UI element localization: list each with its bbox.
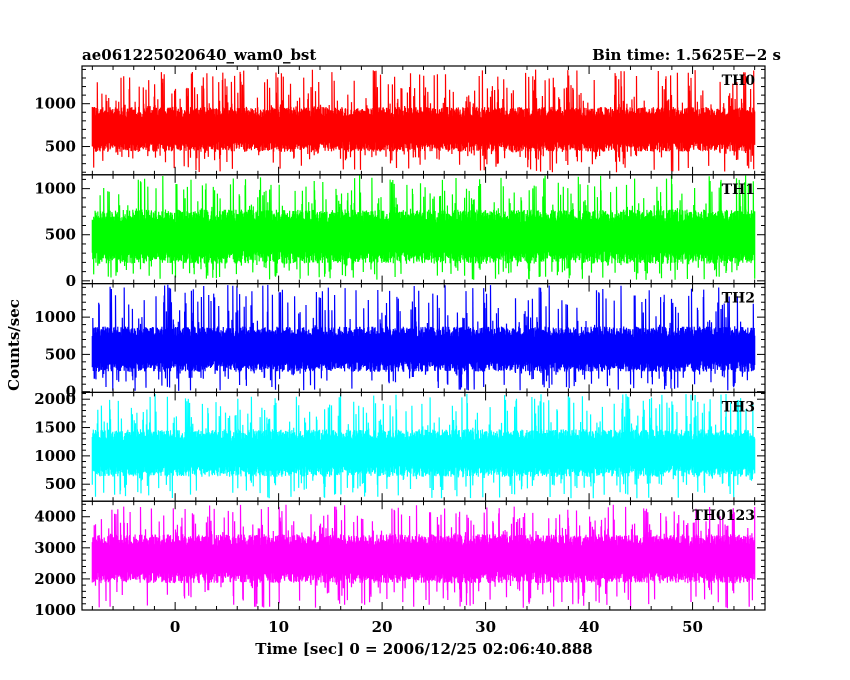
y-tick-label: 1000 — [34, 95, 76, 113]
y-tick-label: 1500 — [34, 419, 76, 437]
y-tick-label: 3000 — [34, 539, 76, 557]
panel-label-th0123: TH0123 — [692, 508, 755, 524]
x-tick-label: 0 — [170, 618, 180, 636]
y-tick-label: 500 — [45, 345, 76, 363]
y-tick-label: 2000 — [34, 570, 76, 588]
y-tick-label: 1000 — [34, 601, 76, 619]
series-th1 — [91, 175, 756, 280]
x-tick-label: 50 — [682, 618, 703, 636]
x-axis-title: Time [sec] 0 = 2006/12/25 02:06:40.888 — [255, 640, 592, 658]
y-tick-label: 2000 — [34, 390, 76, 408]
panel-label-th1: TH1 — [722, 182, 755, 198]
y-tick-label: 1000 — [34, 308, 76, 326]
y-tick-label: 500 — [45, 226, 76, 244]
y-tick-label: 500 — [45, 475, 76, 493]
y-tick-label: 4000 — [34, 508, 76, 526]
chart-subtitle: Bin time: 1.5625E−2 s — [592, 46, 781, 64]
y-tick-label: 0 — [66, 272, 76, 290]
y-tick-label: 0 — [66, 383, 76, 401]
x-tick-label: 40 — [579, 618, 600, 636]
x-tick-label: 20 — [372, 618, 393, 636]
panel-label-th2: TH2 — [722, 291, 755, 307]
y-tick-label: 500 — [45, 138, 76, 156]
panels: TH05001000TH105001000TH205001000TH350010… — [34, 65, 766, 636]
series-th3 — [91, 393, 756, 499]
series-th2 — [91, 284, 756, 391]
series-th0 — [91, 69, 756, 173]
y-tick-label: 1000 — [34, 180, 76, 198]
x-tick-label: 30 — [475, 618, 496, 636]
panel-label-th0: TH0 — [722, 73, 756, 89]
series-th0123 — [91, 504, 756, 609]
panel-label-th3: TH3 — [722, 399, 755, 415]
y-tick-label: 1000 — [34, 447, 76, 465]
chart-title: ae061225020640_wam0_bst — [82, 46, 316, 64]
x-tick-label: 10 — [268, 618, 289, 636]
y-axis-title: Counts/sec — [5, 299, 23, 391]
